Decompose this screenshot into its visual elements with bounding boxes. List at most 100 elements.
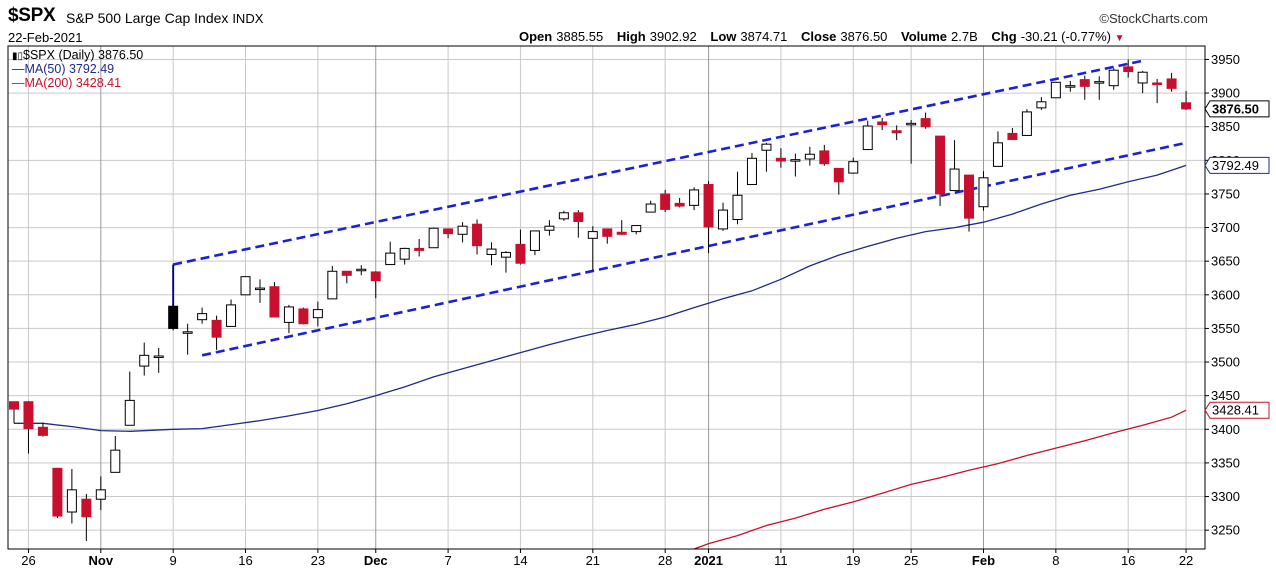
candle	[428, 227, 439, 249]
index-name: S&P 500 Large Cap Index INDX	[66, 10, 263, 26]
y-tick-label: 3550	[1211, 321, 1240, 336]
y-tick-label: 3650	[1211, 254, 1240, 269]
y-tick-label: 3600	[1211, 287, 1240, 302]
x-tick-label: 14	[513, 553, 527, 568]
candle-body	[529, 230, 540, 251]
y-tick-label: 3450	[1211, 388, 1240, 403]
candle	[399, 247, 410, 265]
candle	[52, 467, 63, 519]
chg-value: -30.21 (-0.77%)	[1020, 29, 1112, 44]
low-label: Low	[710, 29, 737, 44]
candle	[1108, 68, 1119, 90]
candle-body	[906, 122, 917, 126]
candle	[23, 401, 34, 454]
index-fullname: S&P 500 Large Cap Index	[66, 10, 229, 26]
brand-text: StockCharts.com	[1109, 11, 1208, 26]
price-tag-box	[1204, 100, 1270, 118]
line-icon: —	[12, 76, 25, 90]
candle	[573, 210, 584, 238]
candle-body	[920, 118, 931, 128]
brand-label[interactable]: ©StockCharts.com	[1099, 11, 1208, 26]
y-tick-label: 3850	[1211, 119, 1240, 134]
candle	[587, 226, 598, 271]
candle	[1021, 109, 1032, 136]
candle	[964, 174, 975, 232]
volume-label: Volume	[901, 29, 948, 44]
price-tag-box	[1204, 401, 1270, 419]
candle	[558, 210, 569, 221]
price-tag-box	[1204, 156, 1270, 174]
candle-body	[385, 252, 396, 266]
candle	[1007, 128, 1018, 140]
candle-body	[399, 247, 410, 260]
candle-body	[891, 130, 902, 134]
candle	[81, 493, 92, 541]
candle	[718, 202, 729, 231]
candle-body	[428, 227, 439, 249]
candle-body	[500, 251, 511, 258]
candle	[645, 200, 656, 213]
candle-body	[732, 194, 743, 220]
candle-body	[703, 184, 714, 228]
y-tick-label: 3350	[1211, 455, 1240, 470]
candle-body	[949, 168, 960, 192]
open-label: Open	[519, 29, 553, 44]
open-value: 3885.55	[556, 29, 604, 44]
candle-body	[804, 153, 815, 160]
candle-body	[298, 308, 309, 325]
candle-body	[211, 319, 222, 338]
candle-body	[327, 270, 338, 300]
candle	[500, 251, 511, 273]
candle-body	[486, 248, 497, 255]
candle	[529, 230, 540, 256]
trendline	[172, 59, 1143, 266]
x-tick-label: 19	[846, 553, 860, 568]
candle	[168, 264, 179, 331]
x-tick-label: 2021	[694, 553, 723, 568]
candle	[457, 222, 468, 243]
candle-body	[124, 399, 135, 426]
down-triangle-icon: ▼	[1114, 33, 1125, 44]
candle	[153, 347, 164, 373]
candle	[1050, 81, 1061, 99]
candle	[356, 265, 367, 276]
high-label: High	[616, 29, 646, 44]
candle	[906, 119, 917, 164]
candle-body	[775, 157, 786, 162]
close-value: 3876.50	[840, 29, 888, 44]
candle-body	[746, 157, 757, 186]
x-tick-label: 28	[658, 553, 672, 568]
candle-body	[587, 231, 598, 239]
candle	[848, 157, 859, 174]
candle	[240, 275, 251, 296]
candle-body	[602, 228, 613, 237]
candle-body	[443, 228, 454, 235]
candle	[414, 238, 425, 257]
x-axis: 26 Nov 9 16 23 Dec 7 14 21 28 2021 11 19 25 Feb 8 16 22	[21, 549, 1193, 568]
candle-body	[269, 286, 280, 318]
candle-body	[833, 167, 844, 183]
candle-body	[515, 243, 526, 264]
trendlines	[172, 59, 1187, 357]
candle	[1065, 80, 1076, 92]
candle-body	[312, 309, 323, 319]
y-tick-label: 3950	[1211, 52, 1240, 67]
candle	[226, 299, 237, 327]
candle-icon: ▮▯	[12, 51, 24, 62]
candle-body	[1152, 82, 1163, 85]
legend-ma50: —MA(50) 3792.49	[12, 62, 143, 76]
y-tick-label: 3750	[1211, 186, 1240, 201]
y-tick-label: 3500	[1211, 355, 1240, 370]
candle	[197, 307, 208, 324]
candle-body	[240, 276, 251, 296]
candle-body	[414, 247, 425, 251]
candle	[732, 171, 743, 225]
candle-body	[761, 143, 772, 151]
candle-body	[718, 209, 729, 230]
candle-body	[283, 306, 294, 323]
x-tick-label: Feb	[972, 553, 995, 568]
moving-averages	[14, 164, 1187, 550]
candle-body	[1050, 81, 1061, 99]
close-label: Close	[801, 29, 837, 44]
